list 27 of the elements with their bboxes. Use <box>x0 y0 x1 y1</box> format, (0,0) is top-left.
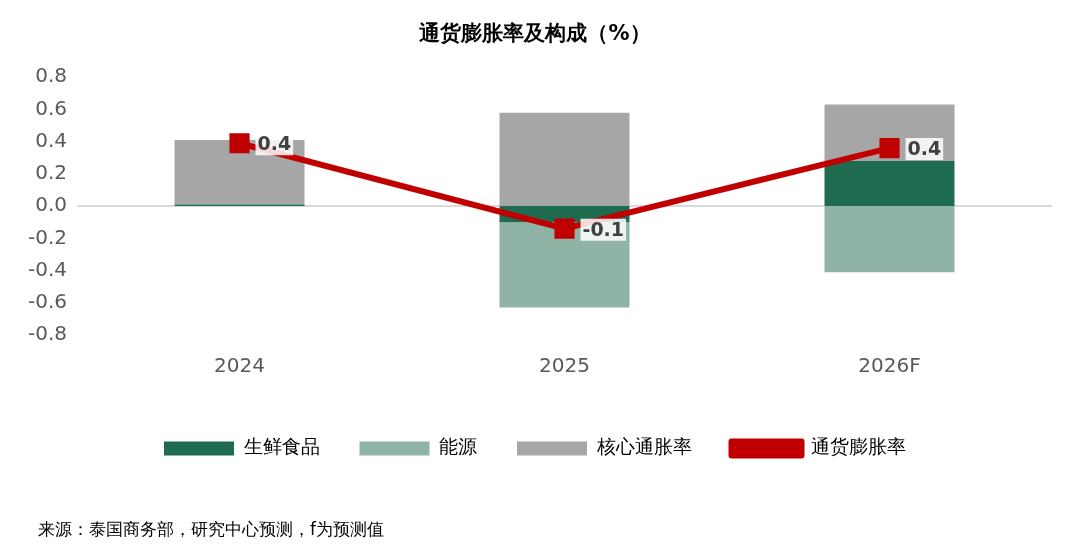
source-note: 来源：泰国商务部，研究中心预测，f为预测值 <box>38 518 385 541</box>
legend-label: 生鲜食品 <box>243 435 320 458</box>
legend-label: 能源 <box>439 435 477 458</box>
y-tick-label: -0.6 <box>27 288 68 313</box>
bar <box>824 206 955 273</box>
y-tick-label: 0.4 <box>35 127 68 152</box>
data-label: 0.4 <box>257 132 292 155</box>
point <box>879 138 900 159</box>
data-label: -0.1 <box>582 217 625 240</box>
data-label: 0.4 <box>907 137 942 160</box>
legend-label: 通货膨胀率 <box>811 435 906 458</box>
point <box>229 133 250 154</box>
point <box>554 218 575 239</box>
legend-label: 核心通胀率 <box>595 435 692 458</box>
y-tick-label: -0.2 <box>27 224 68 249</box>
y-tick-label: 0.6 <box>35 95 68 120</box>
chart-title: 通货膨胀率及构成（%） <box>418 21 651 46</box>
bar <box>499 112 630 207</box>
y-tick-label: 0.8 <box>35 63 68 88</box>
y-tick-label: -0.4 <box>27 256 68 281</box>
y-tick-label: 0.0 <box>35 192 68 217</box>
x-tick-label: 2026F <box>858 353 921 378</box>
x-tick-label: 2025 <box>539 353 590 378</box>
y-tick-label: 0.2 <box>35 160 68 185</box>
bar <box>824 160 955 207</box>
x-tick-label: 2024 <box>214 353 265 378</box>
y-tick-label: -0.8 <box>27 321 68 346</box>
